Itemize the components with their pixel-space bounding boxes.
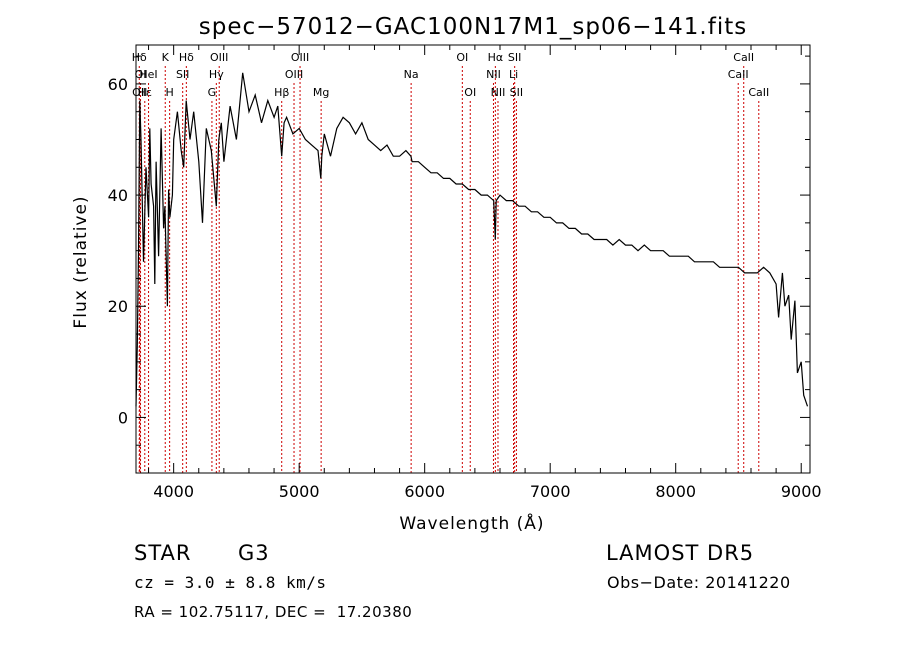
spectral-line-label: G	[208, 86, 217, 99]
survey-name: LAMOST DR5	[606, 541, 755, 565]
spectral-line-label: NII	[486, 68, 501, 81]
y-tick-label: 40	[108, 186, 128, 205]
axes: 4000 5000 6000 7000 8000 9000 0 20 40 60	[108, 45, 822, 501]
spectral-line-label: Hγ	[209, 68, 224, 81]
spectral-line-label: CaII	[728, 68, 749, 81]
spectral-line-label: SII	[508, 51, 521, 64]
x-tick-label: 8000	[655, 482, 696, 501]
y-tick-label: 0	[118, 408, 128, 427]
spectral-line-label: OI	[464, 86, 476, 99]
spectral-line-label: SII	[510, 86, 523, 99]
spectral-line-label: Mg	[313, 86, 329, 99]
redshift-cz: cz = 3.0 ± 8.8 km/s	[134, 573, 327, 592]
spectral-line-label: Na	[404, 68, 419, 81]
spectral-line-label: NII	[491, 86, 506, 99]
plot-frame	[135, 44, 811, 474]
spectral-line-label: Hδ	[132, 51, 147, 64]
spectral-line-label: OI	[135, 68, 147, 81]
y-tick-label: 60	[108, 75, 128, 94]
spectral-line-label: OIII	[291, 51, 309, 64]
x-tick-label: 6000	[404, 482, 445, 501]
x-axis-label: Wavelength (Å)	[399, 512, 544, 534]
spectral-line-label: OIII	[285, 68, 303, 81]
y-axis-label: Flux (relative)	[71, 195, 91, 328]
spectral-line-label: K	[162, 51, 170, 64]
spectral-line-label: HeI	[139, 68, 157, 81]
x-tick-label: 9000	[781, 482, 822, 501]
spectral-line-label: Hβ	[274, 86, 289, 99]
spectral-line-label: SII	[176, 68, 189, 81]
spectral-line-label: Li	[509, 68, 518, 81]
y-tick-label: 20	[108, 297, 128, 316]
spectrum-trace	[135, 72, 809, 407]
observation-date: Obs−Date: 20141220	[607, 573, 791, 592]
spectral-line-label: H	[165, 86, 173, 99]
spectral-line-label: Hε	[138, 86, 152, 99]
spectral-line-label: Hα	[488, 51, 504, 64]
coordinates: RA = 102.75117, DEC = 17.20380	[134, 603, 413, 621]
x-tick-label: 7000	[530, 482, 571, 501]
spectral-subclass: G3	[238, 541, 270, 565]
spectral-line-label: OI	[456, 51, 468, 64]
spectral-line-label: CaII	[748, 86, 769, 99]
object-class: STAR	[134, 541, 192, 565]
x-tick-label: 4000	[153, 482, 194, 501]
chart-title: spec−57012−GAC100N17M1_sp06−141.fits	[199, 14, 747, 40]
spectral-line-label: CaII	[733, 51, 754, 64]
spectral-line-label: Hδ	[179, 51, 194, 64]
x-tick-label: 5000	[279, 482, 320, 501]
spectral-line-label: OIII	[210, 51, 228, 64]
